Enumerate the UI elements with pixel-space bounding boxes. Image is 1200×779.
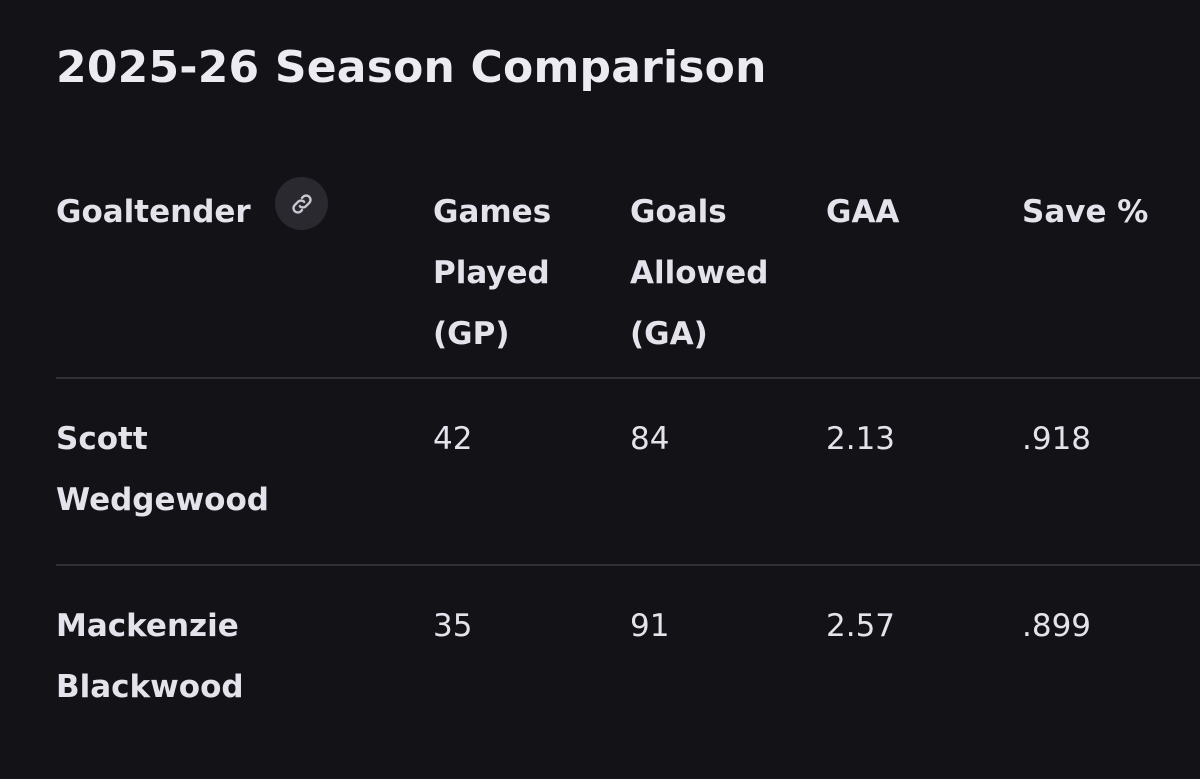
- save-percentage-value: .899: [1022, 608, 1092, 644]
- column-header-gaa: GAA: [826, 194, 900, 230]
- column-header-save-percentage: Save %: [1022, 194, 1149, 230]
- row-divider: [56, 564, 1200, 566]
- goaltender-name: Scott Wedgewood: [56, 421, 269, 518]
- column-header-goals-allowed: Goals Allowed (GA): [630, 194, 769, 352]
- goals-allowed-value: 91: [630, 608, 670, 644]
- column-header-games-played: Games Played (GP): [433, 194, 552, 352]
- page-title: 2025-26 Season Comparison: [56, 42, 767, 93]
- copy-link-button[interactable]: [275, 177, 328, 230]
- row-divider: [56, 377, 1200, 379]
- gaa-value: 2.13: [826, 421, 896, 457]
- gaa-value: 2.57: [826, 608, 896, 644]
- link-icon: [291, 193, 312, 214]
- column-header-goaltender: Goaltender: [56, 194, 251, 230]
- goaltender-name: Mackenzie Blackwood: [56, 608, 244, 705]
- save-percentage-value: .918: [1022, 421, 1092, 457]
- games-played-value: 35: [433, 608, 473, 644]
- goals-allowed-value: 84: [630, 421, 670, 457]
- games-played-value: 42: [433, 421, 473, 457]
